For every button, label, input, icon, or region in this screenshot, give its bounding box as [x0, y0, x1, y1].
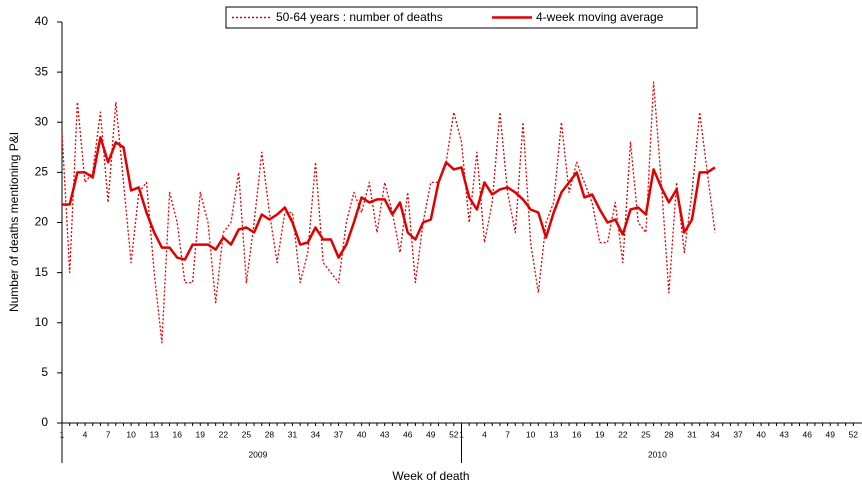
line-series	[61, 81, 716, 344]
y-tick-label: 30	[35, 114, 49, 128]
x-tick-label: 25	[242, 429, 252, 439]
x-tick-label: 40	[756, 429, 766, 439]
x-tick-label: 43	[380, 429, 390, 439]
x-tick-label: 7	[505, 429, 510, 439]
x-tick-label: 40	[357, 429, 367, 439]
x-tick-label: 7	[106, 429, 111, 439]
x-tick-label: 19	[595, 429, 605, 439]
y-tick-label: 15	[35, 265, 49, 279]
x-tick-label: 19	[196, 429, 206, 439]
x-tick-label: 49	[826, 429, 836, 439]
x-tick-label: 28	[664, 429, 674, 439]
y-tick-label: 0	[41, 415, 48, 429]
x-tick-label: 4	[83, 429, 88, 439]
y-tick-label: 35	[35, 64, 49, 78]
x-tick-label: 22	[618, 429, 628, 439]
group-label: 2010	[648, 449, 667, 459]
x-tick-label: 4	[482, 429, 487, 439]
y-tick-label: 25	[35, 165, 49, 179]
y-tick-label: 40	[35, 14, 49, 28]
x-tick-label: 37	[733, 429, 743, 439]
y-axis-title: Number of deaths mentioning P&I	[7, 132, 21, 312]
x-tick-label: 10	[526, 429, 536, 439]
x-tick-label: 49	[426, 429, 436, 439]
legend-label: 50-64 years : number of deaths	[276, 10, 443, 24]
y-tick-label: 20	[35, 215, 49, 229]
group-label: 2009	[248, 449, 267, 459]
x-tick-label: 46	[802, 429, 812, 439]
x-tick-label: 31	[288, 429, 298, 439]
x-tick-label: 13	[549, 429, 559, 439]
x-tick-label: 10	[126, 429, 136, 439]
x-tick-label: 16	[173, 429, 183, 439]
legend-box	[225, 6, 698, 29]
x-tick-label: 28	[265, 429, 275, 439]
x-tick-label: 31	[687, 429, 697, 439]
x-tick-label: 52	[449, 429, 459, 439]
x-tick-label: 22	[219, 429, 229, 439]
x-tick-label: 34	[311, 429, 321, 439]
x-tick-label: 34	[710, 429, 720, 439]
y-tick-label: 10	[35, 315, 49, 329]
x-tick-label: 25	[641, 429, 651, 439]
x-tick-label: 13	[149, 429, 159, 439]
x-tick-label: 37	[334, 429, 344, 439]
x-tick-label: 16	[572, 429, 582, 439]
legend-label: 4-week moving average	[536, 10, 664, 24]
x-tick-label: 43	[779, 429, 789, 439]
line-series	[62, 136, 716, 261]
y-tick-label: 5	[41, 365, 48, 379]
x-tick-label: 46	[403, 429, 413, 439]
x-tick-label: 52	[849, 429, 859, 439]
x-axis-title: Week of death	[392, 469, 469, 483]
